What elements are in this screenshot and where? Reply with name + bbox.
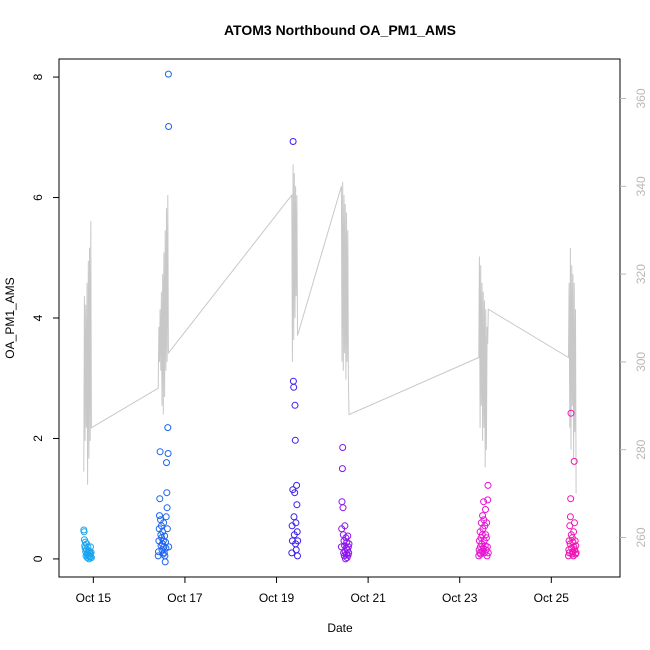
axes-layer: Oct 15 Oct 17 Oct 19 Oct 21 Oct 23 Oct 25 0 2 4 6… [31, 73, 648, 605]
data-point [342, 534, 350, 542]
data-point [479, 512, 487, 520]
data-point [291, 489, 299, 497]
x-tick-label: Oct 23 [442, 591, 478, 605]
data-point [160, 519, 168, 527]
data-point [484, 481, 492, 489]
data-point [482, 534, 490, 542]
data-point [290, 383, 298, 391]
data-point [484, 496, 492, 504]
data-point [293, 481, 301, 489]
data-point [339, 504, 347, 512]
y2-tick-label: 280 [634, 439, 648, 459]
y2-tick-label: 360 [634, 88, 648, 108]
y2-tick-label: 300 [634, 352, 648, 372]
data-point [567, 409, 575, 417]
data-point [290, 513, 298, 521]
data-point [289, 377, 297, 385]
data-point [571, 537, 579, 545]
data-point [566, 513, 574, 521]
secondary-line-layer [83, 164, 577, 494]
data-point [164, 424, 172, 432]
x-tick-label: Oct 25 [534, 591, 570, 605]
y-tick-label: 0 [31, 555, 45, 562]
data-point [87, 554, 95, 562]
data-point [156, 512, 163, 520]
points-layer [80, 70, 580, 566]
data-point [482, 506, 489, 513]
data-point [161, 558, 169, 566]
data-point [482, 531, 490, 539]
data-point [156, 495, 164, 503]
data-point [483, 519, 491, 527]
y-tick-label: 4 [31, 314, 45, 321]
data-point [572, 549, 580, 557]
data-point [80, 528, 88, 536]
data-point [480, 498, 488, 506]
x-axis-label: Date [327, 621, 353, 635]
data-point [156, 448, 164, 456]
y-tick-label: 8 [31, 73, 45, 80]
x-tick-label: Oct 15 [76, 591, 112, 605]
data-point [86, 550, 94, 557]
y2-tick-label: 340 [634, 176, 648, 196]
data-point [484, 549, 492, 557]
data-point [344, 532, 352, 540]
data-point [163, 459, 170, 467]
y-tick-label: 2 [31, 435, 45, 442]
data-point [164, 70, 172, 78]
data-point [159, 550, 167, 558]
data-point [293, 528, 301, 536]
data-point [163, 525, 171, 533]
data-point [345, 549, 353, 557]
data-point [345, 540, 353, 548]
secondary-series-line [83, 164, 577, 494]
data-point [338, 465, 346, 473]
data-point [154, 552, 162, 560]
data-point [292, 546, 300, 554]
data-point [165, 123, 173, 130]
data-point [289, 138, 297, 145]
data-point [160, 549, 168, 557]
data-point [84, 543, 92, 551]
data-point [162, 513, 170, 521]
chart-title: ATOM3 Northbound OA_PM1_AMS [224, 22, 456, 38]
x-tick-label: Oct 19 [259, 591, 295, 605]
data-point [567, 495, 575, 503]
data-point [87, 543, 94, 551]
data-point [294, 552, 301, 560]
y-axis-label: OA_PM1_AMS [3, 277, 17, 358]
y2-tick-label: 260 [634, 527, 648, 547]
data-point [291, 436, 299, 444]
data-point [294, 537, 302, 545]
data-point [164, 450, 172, 457]
data-point [572, 542, 580, 550]
x-tick-label: Oct 21 [350, 591, 386, 605]
data-point [293, 501, 301, 509]
data-point [570, 528, 578, 536]
data-point [571, 519, 578, 527]
data-point [291, 401, 299, 409]
data-point [163, 489, 171, 497]
y2-tick-label: 320 [634, 264, 648, 284]
y-tick-label: 6 [31, 194, 45, 201]
data-point [338, 498, 346, 506]
data-point [87, 548, 95, 556]
data-point [165, 543, 173, 551]
data-point [570, 457, 578, 465]
data-point [292, 519, 300, 527]
data-point [163, 504, 171, 512]
data-point [337, 543, 345, 551]
x-tick-label: Oct 17 [167, 591, 203, 605]
data-point [288, 549, 296, 557]
data-point [341, 522, 349, 530]
data-point [339, 444, 347, 451]
